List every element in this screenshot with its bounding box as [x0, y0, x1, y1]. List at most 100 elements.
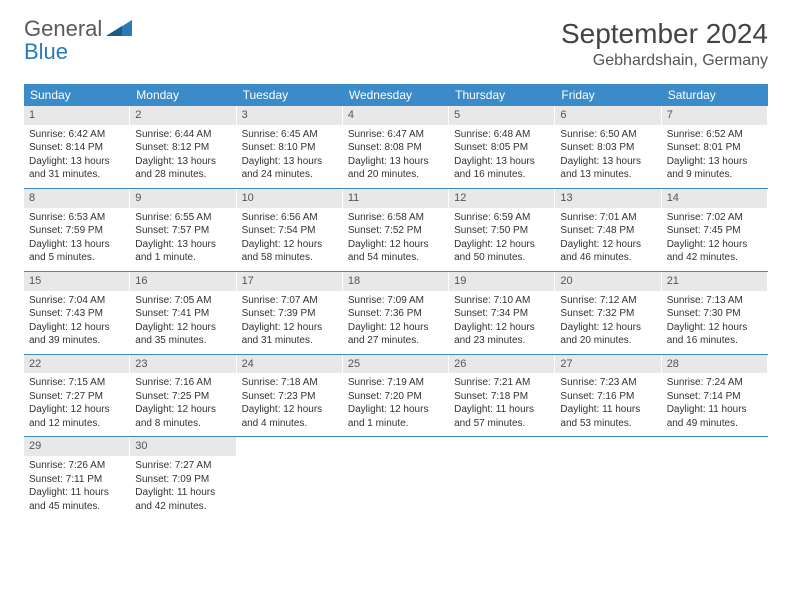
- day-header-sat: Saturday: [662, 84, 768, 106]
- week-row: 29Sunrise: 7:26 AMSunset: 7:11 PMDayligh…: [24, 437, 768, 519]
- calendar-cell: 20 Sunrise: 7:12 AMSunset: 7:32 PMDayligh…: [555, 272, 661, 354]
- logo-text-blue: Blue: [24, 39, 68, 64]
- daylight-text: Daylight: 13 hours and 31 minutes.: [29, 155, 124, 182]
- sunset-text: Sunset: 7:14 PM: [667, 390, 762, 404]
- sunset-text: Sunset: 8:01 PM: [667, 141, 762, 155]
- calendar-cell: 9Sunrise: 6:55 AMSunset: 7:57 PMDaylight…: [130, 189, 236, 271]
- sunset-text: Sunset: 7:25 PM: [135, 390, 230, 404]
- calendar-cell: 10 Sunrise: 6:56 AMSunset: 7:54 PMDayligh…: [237, 189, 343, 271]
- sunset-text: Sunset: 7:23 PM: [242, 390, 337, 404]
- day-number: 17: [237, 272, 342, 291]
- sunrise-text: Sunrise: 7:07 AM: [242, 294, 337, 308]
- sunrise-text: Sunrise: 7:10 AM: [454, 294, 549, 308]
- sunrise-text: Sunrise: 7:24 AM: [667, 376, 762, 390]
- day-number: 29: [24, 437, 129, 456]
- sunrise-text: Sunrise: 7:09 AM: [348, 294, 443, 308]
- sunset-text: Sunset: 7:27 PM: [29, 390, 124, 404]
- sunset-text: Sunset: 8:08 PM: [348, 141, 443, 155]
- calendar-cell: [555, 437, 661, 519]
- daylight-text: Daylight: 13 hours and 9 minutes.: [667, 155, 762, 182]
- sunset-text: Sunset: 7:41 PM: [135, 307, 230, 321]
- sunrise-text: Sunrise: 6:55 AM: [135, 211, 230, 225]
- sunset-text: Sunset: 7:48 PM: [560, 224, 655, 238]
- daylight-text: Daylight: 12 hours and 42 minutes.: [667, 238, 762, 265]
- sunset-text: Sunset: 7:43 PM: [29, 307, 124, 321]
- sunrise-text: Sunrise: 7:19 AM: [348, 376, 443, 390]
- sunrise-text: Sunrise: 7:12 AM: [560, 294, 655, 308]
- day-number: 30: [130, 437, 235, 456]
- sunrise-text: Sunrise: 7:04 AM: [29, 294, 124, 308]
- day-header-sun: Sunday: [24, 84, 130, 106]
- daylight-text: Daylight: 12 hours and 35 minutes.: [135, 321, 230, 348]
- day-header-mon: Monday: [130, 84, 236, 106]
- sunset-text: Sunset: 7:34 PM: [454, 307, 549, 321]
- day-number: 28: [662, 355, 767, 374]
- calendar-cell: 6Sunrise: 6:50 AMSunset: 8:03 PMDaylight…: [555, 106, 661, 188]
- daylight-text: Daylight: 12 hours and 23 minutes.: [454, 321, 549, 348]
- week-row: 8Sunrise: 6:53 AMSunset: 7:59 PMDaylight…: [24, 189, 768, 272]
- sunset-text: Sunset: 8:03 PM: [560, 141, 655, 155]
- sunrise-text: Sunrise: 7:05 AM: [135, 294, 230, 308]
- sunrise-text: Sunrise: 6:52 AM: [667, 128, 762, 142]
- daylight-text: Daylight: 12 hours and 39 minutes.: [29, 321, 124, 348]
- daylight-text: Daylight: 13 hours and 13 minutes.: [560, 155, 655, 182]
- sunset-text: Sunset: 7:09 PM: [135, 473, 230, 487]
- sunset-text: Sunset: 7:39 PM: [242, 307, 337, 321]
- sunset-text: Sunset: 8:10 PM: [242, 141, 337, 155]
- daylight-text: Daylight: 11 hours and 49 minutes.: [667, 403, 762, 430]
- day-number: 18: [343, 272, 448, 291]
- sunrise-text: Sunrise: 6:42 AM: [29, 128, 124, 142]
- day-number: 20: [555, 272, 660, 291]
- daylight-text: Daylight: 12 hours and 4 minutes.: [242, 403, 337, 430]
- calendar-cell: 23Sunrise: 7:16 AMSunset: 7:25 PMDayligh…: [130, 355, 236, 437]
- daylight-text: Daylight: 12 hours and 31 minutes.: [242, 321, 337, 348]
- sunset-text: Sunset: 7:52 PM: [348, 224, 443, 238]
- sunrise-text: Sunrise: 6:59 AM: [454, 211, 549, 225]
- day-number: 5: [449, 106, 554, 125]
- day-number: 24: [237, 355, 342, 374]
- sunset-text: Sunset: 8:14 PM: [29, 141, 124, 155]
- sunset-text: Sunset: 7:18 PM: [454, 390, 549, 404]
- sunset-text: Sunset: 8:12 PM: [135, 141, 230, 155]
- daylight-text: Daylight: 13 hours and 20 minutes.: [348, 155, 443, 182]
- day-number: 19: [449, 272, 554, 291]
- week-row: 15Sunrise: 7:04 AMSunset: 7:43 PMDayligh…: [24, 272, 768, 355]
- calendar-cell: 22Sunrise: 7:15 AMSunset: 7:27 PMDayligh…: [24, 355, 130, 437]
- daylight-text: Daylight: 12 hours and 20 minutes.: [560, 321, 655, 348]
- calendar-cell: 21Sunrise: 7:13 AMSunset: 7:30 PMDayligh…: [662, 272, 768, 354]
- sunset-text: Sunset: 7:57 PM: [135, 224, 230, 238]
- sunrise-text: Sunrise: 6:58 AM: [348, 211, 443, 225]
- day-number: 27: [555, 355, 660, 374]
- location: Gebhardshain, Germany: [561, 52, 768, 70]
- calendar-cell: 28 Sunrise: 7:24 AMSunset: 7:14 PMDayligh…: [662, 355, 768, 437]
- day-number: 6: [555, 106, 660, 125]
- day-header-thu: Thursday: [449, 84, 555, 106]
- day-number: 1: [24, 106, 129, 125]
- sunset-text: Sunset: 7:45 PM: [667, 224, 762, 238]
- sunset-text: Sunset: 8:05 PM: [454, 141, 549, 155]
- calendar-cell: 8Sunrise: 6:53 AMSunset: 7:59 PMDaylight…: [24, 189, 130, 271]
- daylight-text: Daylight: 12 hours and 58 minutes.: [242, 238, 337, 265]
- sunset-text: Sunset: 7:16 PM: [560, 390, 655, 404]
- weeks-container: 1Sunrise: 6:42 AMSunset: 8:14 PMDaylight…: [24, 106, 768, 519]
- header: General Blue September 2024 Gebhardshain…: [24, 18, 768, 70]
- daylight-text: Daylight: 13 hours and 5 minutes.: [29, 238, 124, 265]
- day-number: 12: [449, 189, 554, 208]
- calendar-cell: [662, 437, 768, 519]
- day-number: 4: [343, 106, 448, 125]
- calendar-cell: 15Sunrise: 7:04 AMSunset: 7:43 PMDayligh…: [24, 272, 130, 354]
- daylight-text: Daylight: 12 hours and 8 minutes.: [135, 403, 230, 430]
- calendar-cell: 30Sunrise: 7:27 AMSunset: 7:09 PMDayligh…: [130, 437, 236, 519]
- day-number: 13: [555, 189, 660, 208]
- sunset-text: Sunset: 7:30 PM: [667, 307, 762, 321]
- day-number: 10: [237, 189, 342, 208]
- sunset-text: Sunset: 7:54 PM: [242, 224, 337, 238]
- daylight-text: Daylight: 13 hours and 24 minutes.: [242, 155, 337, 182]
- calendar-cell: 27Sunrise: 7:23 AMSunset: 7:16 PMDayligh…: [555, 355, 661, 437]
- sunrise-text: Sunrise: 7:13 AM: [667, 294, 762, 308]
- daylight-text: Daylight: 12 hours and 50 minutes.: [454, 238, 549, 265]
- daylight-text: Daylight: 11 hours and 53 minutes.: [560, 403, 655, 430]
- sunrise-text: Sunrise: 6:56 AM: [242, 211, 337, 225]
- day-number: 3: [237, 106, 342, 125]
- sunset-text: Sunset: 7:32 PM: [560, 307, 655, 321]
